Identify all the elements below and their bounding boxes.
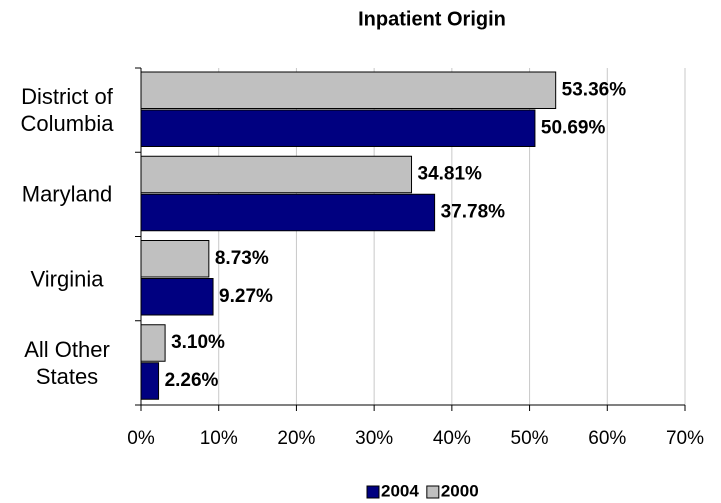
legend-label: 2000 (441, 481, 479, 500)
data-label: 53.36% (562, 79, 627, 100)
data-label: 50.69% (541, 117, 606, 138)
bar (140, 109, 536, 147)
x-tick-label: 50% (511, 428, 549, 449)
chart-title: Inpatient Origin (358, 8, 506, 30)
bar (140, 362, 160, 400)
x-tick-label: 20% (277, 428, 315, 449)
y-tick-label: District of Columbia (20, 84, 114, 137)
bar (140, 324, 166, 362)
data-label: 9.27% (219, 286, 273, 307)
data-label: 34.81% (418, 164, 483, 185)
data-label: 3.10% (171, 332, 225, 353)
bar (140, 240, 210, 278)
legend-label: 2004 (381, 481, 419, 500)
legend-swatch (426, 485, 440, 499)
y-tick-label: All Other States (24, 336, 110, 389)
data-label: 2.26% (165, 370, 219, 391)
legend-swatch (366, 485, 380, 499)
x-tick-label: 30% (355, 428, 393, 449)
x-tick-label: 40% (433, 428, 471, 449)
x-tick-label: 10% (200, 428, 238, 449)
y-tick-label: Virginia (30, 266, 104, 292)
bar (140, 71, 557, 109)
bar (140, 278, 214, 316)
y-tick-label: Maryland (21, 181, 113, 207)
data-label: 8.73% (215, 248, 269, 269)
bar (140, 193, 436, 232)
x-tick-label: 0% (127, 428, 155, 449)
x-tick-label: 70% (666, 428, 704, 449)
data-label: 37.78% (441, 202, 506, 223)
x-tick-label: 60% (588, 428, 626, 449)
bar (140, 155, 413, 194)
